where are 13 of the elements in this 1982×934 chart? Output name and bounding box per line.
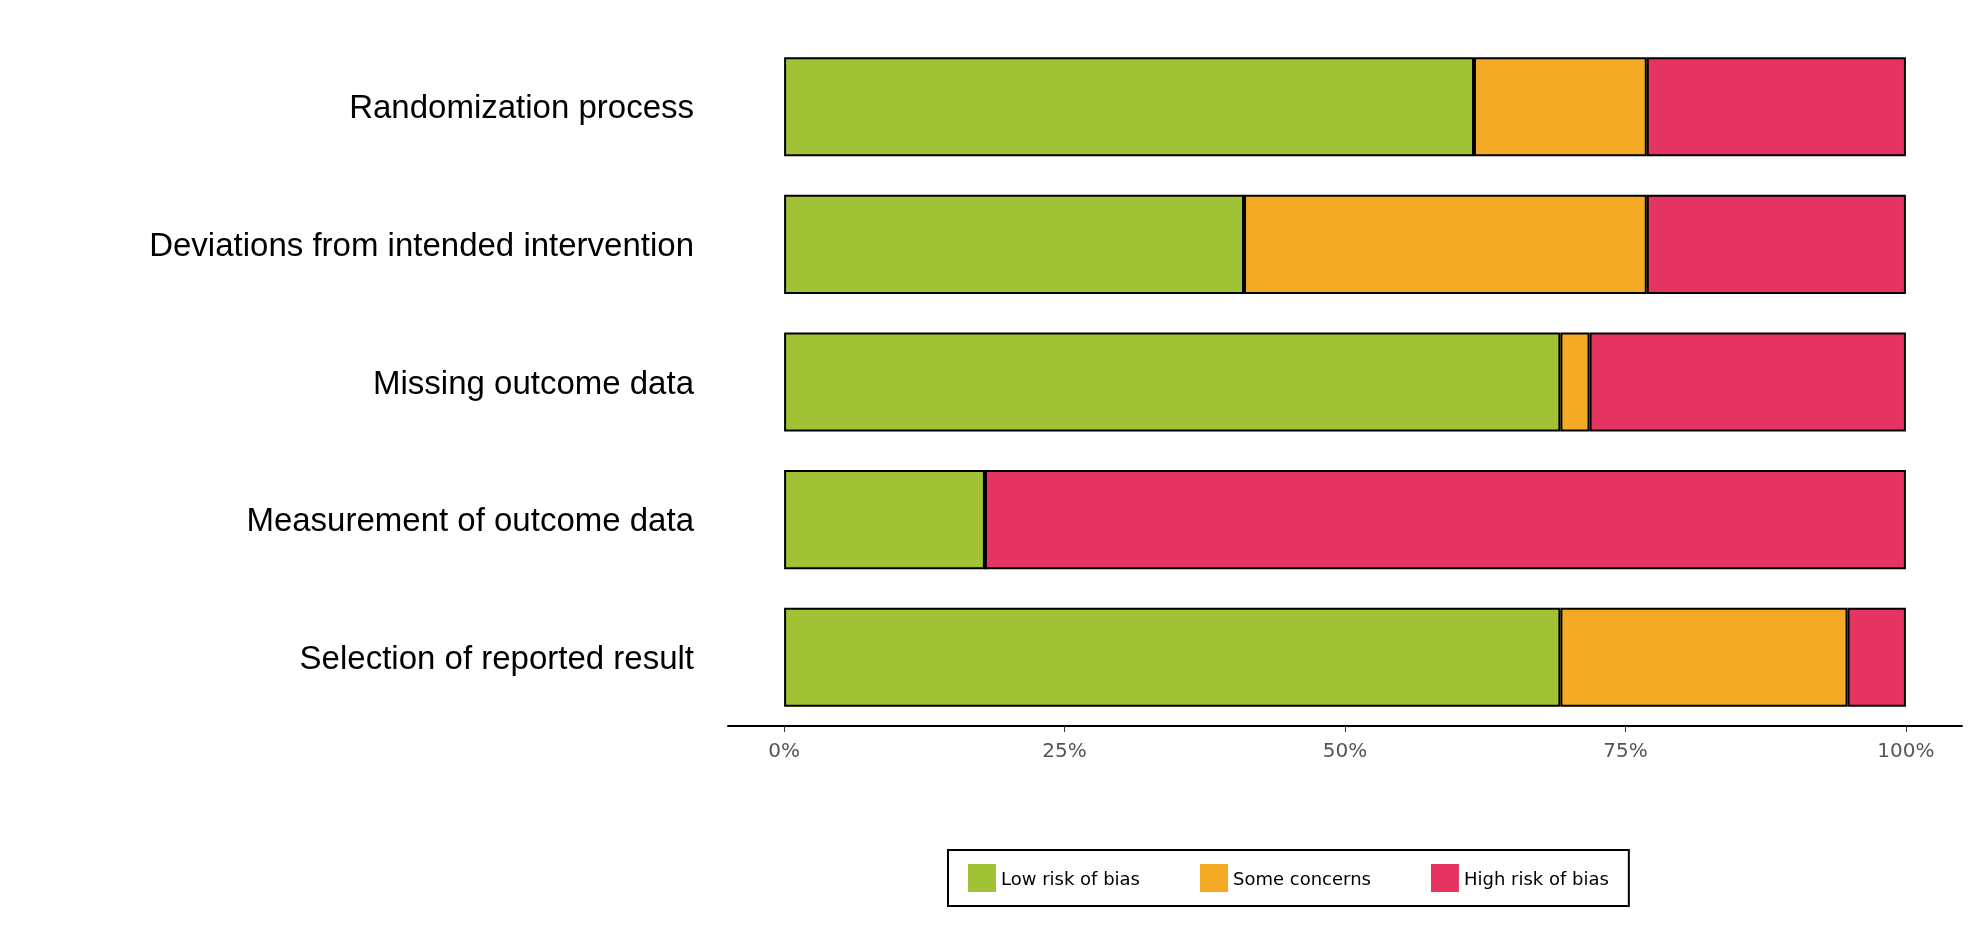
y-tick-label: Randomization process: [349, 88, 694, 126]
x-tick-label: 0%: [768, 738, 800, 762]
x-tick-label: 50%: [1322, 738, 1368, 762]
legend-label: High risk of bias: [1463, 867, 1609, 889]
y-tick-label: Missing outcome data: [373, 363, 695, 401]
y-tick-label: Selection of reported result: [299, 638, 694, 676]
legend-label: Some concerns: [1233, 867, 1371, 889]
x-tick-label: 75%: [1603, 738, 1648, 762]
x-tick-label: 25%: [1042, 738, 1087, 762]
y-tick-label: Measurement of outcome data: [246, 501, 695, 539]
x-tick-label: 100%: [1877, 738, 1935, 762]
legend-label: Low risk of bias: [1001, 867, 1140, 889]
y-tick-label: Deviations from intended intervention: [149, 225, 694, 263]
